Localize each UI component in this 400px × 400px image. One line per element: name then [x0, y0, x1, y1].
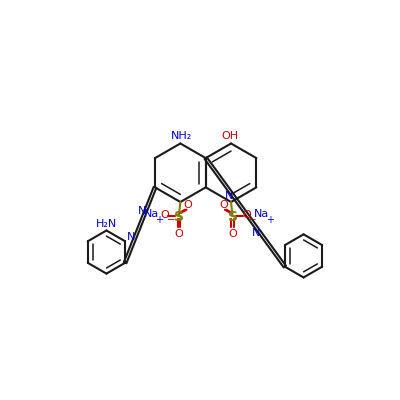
Text: OH: OH — [221, 131, 238, 141]
Text: N: N — [252, 228, 260, 238]
Text: O: O — [242, 210, 251, 220]
Text: S: S — [174, 210, 184, 224]
Text: Na: Na — [254, 209, 270, 219]
Text: Na: Na — [144, 209, 159, 219]
Text: −: − — [248, 216, 256, 226]
Text: NH₂: NH₂ — [171, 131, 192, 141]
Text: N: N — [137, 206, 146, 216]
Text: O: O — [160, 210, 169, 220]
Text: +: + — [155, 215, 163, 225]
Text: O: O — [183, 200, 192, 210]
Text: S: S — [228, 210, 238, 224]
Text: N: N — [224, 191, 233, 201]
Text: −: − — [167, 216, 176, 226]
Text: +: + — [266, 215, 274, 225]
Text: O: O — [174, 228, 183, 238]
Text: O: O — [220, 200, 228, 210]
Text: N: N — [127, 232, 136, 242]
Text: O: O — [228, 228, 237, 238]
Text: H₂N: H₂N — [96, 219, 117, 229]
